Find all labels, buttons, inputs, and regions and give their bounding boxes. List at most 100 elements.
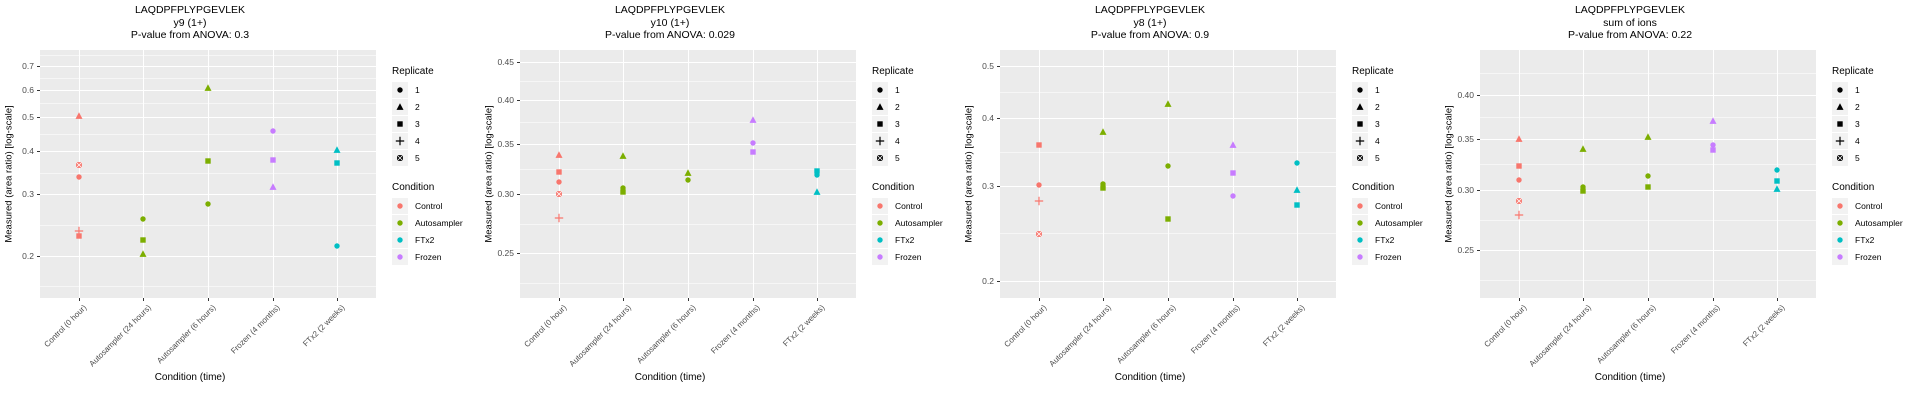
legend-label: Frozen — [415, 252, 442, 262]
circle-icon — [1837, 203, 1843, 209]
circle-icon — [1357, 87, 1363, 93]
y-tick-mark — [37, 66, 40, 68]
triangle-icon — [749, 115, 757, 123]
point-control-rep5 — [73, 159, 85, 171]
plot-panel — [40, 50, 376, 298]
square-icon — [205, 158, 211, 164]
triangle-icon — [876, 103, 884, 110]
legend-key — [872, 82, 888, 98]
x-tick-mark — [337, 298, 339, 301]
x-tick-label: Control (0 hour) — [1482, 303, 1529, 349]
point-control-rep1 — [73, 171, 85, 183]
circle-icon — [1516, 177, 1522, 183]
square-cross-icon — [75, 161, 82, 168]
legend-key — [1832, 116, 1848, 132]
point-autosampler-rep2 — [137, 248, 149, 260]
x-major-gridline — [623, 50, 625, 298]
y-tick-mark — [517, 253, 520, 255]
triangle-icon — [1293, 186, 1301, 194]
legend-key — [392, 82, 408, 98]
point-control-rep5 — [1513, 195, 1525, 207]
triangle-icon — [269, 183, 277, 191]
point-autosampler-rep3 — [1162, 213, 1174, 225]
point-ftx2-rep1 — [1771, 164, 1783, 176]
square-icon — [269, 157, 276, 163]
legend-key — [392, 198, 408, 214]
x-tick-label: Control (0 hour) — [1002, 303, 1049, 349]
legend-label: 5 — [1855, 153, 1860, 163]
y-tick-mark — [37, 117, 40, 118]
legend-title-replicate: Replicate — [872, 66, 914, 77]
legend-row-replicate-1: 1 — [872, 82, 943, 98]
point-control-rep4 — [1513, 209, 1525, 221]
legend-label: Control — [895, 201, 923, 211]
circle-icon — [397, 220, 403, 226]
legend-title-condition: Condition — [1352, 182, 1395, 193]
y-tick-label: 0.40 — [1457, 89, 1474, 100]
point-autosampler-rep3 — [1097, 182, 1109, 194]
square-cross-icon — [1035, 231, 1042, 238]
y-tick-label: 0.30 — [497, 189, 514, 200]
legend-label: Frozen — [1855, 252, 1882, 262]
legend-key — [872, 133, 888, 149]
triangle-icon — [1099, 128, 1107, 135]
legend-row-replicate-3: 3 — [872, 116, 943, 132]
point-ftx2-rep1 — [331, 240, 343, 252]
plot-subtitle: y8 (1+) — [1133, 16, 1167, 29]
legend-row-replicate-3: 3 — [1352, 116, 1423, 132]
point-ftx2-rep2 — [811, 186, 823, 198]
triangle-icon — [619, 152, 627, 160]
y-tick-mark — [37, 194, 40, 196]
plus-icon — [875, 136, 885, 146]
point-autosampler-rep3 — [617, 186, 629, 198]
circle-icon — [140, 216, 147, 223]
triangle-icon — [1579, 145, 1587, 153]
plot-title: LAQDPFPLYPGEVLEK — [1094, 4, 1206, 16]
x-major-gridline — [752, 50, 754, 298]
triangle-icon — [333, 146, 341, 153]
square-icon — [334, 160, 340, 167]
legend-key — [1832, 99, 1848, 115]
point-frozen-rep1 — [747, 137, 759, 149]
legend-key — [1832, 232, 1848, 248]
legend-group-replicate: Replicate 1 2 3 4 5 — [1352, 66, 1423, 166]
point-ftx2-rep2 — [1291, 184, 1303, 196]
legend-key — [872, 232, 888, 248]
triangle-icon — [684, 169, 692, 176]
circle-icon — [1774, 167, 1780, 174]
point-control-rep2 — [1513, 133, 1525, 145]
legend-group-replicate: Replicate 1 2 3 4 5 — [1832, 66, 1903, 166]
legend-key — [1352, 232, 1368, 248]
legend-label: Autosampler — [415, 218, 463, 228]
y-axis-title: Measured (area ratio) [log-scale] — [1443, 105, 1455, 243]
y-tick-label: 0.4 — [982, 112, 994, 123]
y-tick-mark — [37, 89, 40, 91]
y-tick-mark — [997, 280, 1000, 282]
plus-icon — [395, 136, 405, 146]
x-tick-label: Autosampler (24 hours) — [1527, 303, 1593, 369]
circle-icon — [1357, 220, 1363, 226]
legend: Replicate 1 2 3 4 5 Condition Control Autosample… — [1832, 66, 1903, 266]
legend-label: Frozen — [1375, 252, 1402, 262]
legend-row-replicate-4: 4 — [1352, 133, 1423, 149]
circle-icon — [269, 128, 276, 134]
facet-y9-1: LAQDPFPLYPGEVLEK y9 (1+) P-value from ANOV… — [0, 0, 480, 400]
point-autosampler-rep2 — [1642, 131, 1654, 143]
legend-key — [1352, 150, 1368, 166]
legend-label: 5 — [1375, 153, 1380, 163]
square-cross-icon — [555, 190, 562, 198]
x-tick-mark — [1583, 298, 1585, 301]
legend-row-condition-frozen: Frozen — [872, 249, 943, 265]
triangle-icon — [813, 188, 821, 195]
point-control-rep3 — [1513, 160, 1525, 172]
point-ftx2-rep1 — [1291, 157, 1303, 169]
point-control-rep3 — [1033, 139, 1045, 151]
plot-title: LAQDPFPLYPGEVLEK — [134, 4, 246, 16]
legend-group-condition: Condition Control Autosampler FTx2 Frozen — [1832, 182, 1903, 265]
square-icon — [397, 121, 403, 127]
facet-y8-1: LAQDPFPLYPGEVLEK y8 (1+) P-value from ANOV… — [960, 0, 1440, 400]
square-icon — [1580, 187, 1587, 194]
plus-icon — [1355, 136, 1365, 146]
legend-label: Autosampler — [1855, 218, 1903, 228]
y-tick-label: 0.40 — [497, 95, 514, 106]
